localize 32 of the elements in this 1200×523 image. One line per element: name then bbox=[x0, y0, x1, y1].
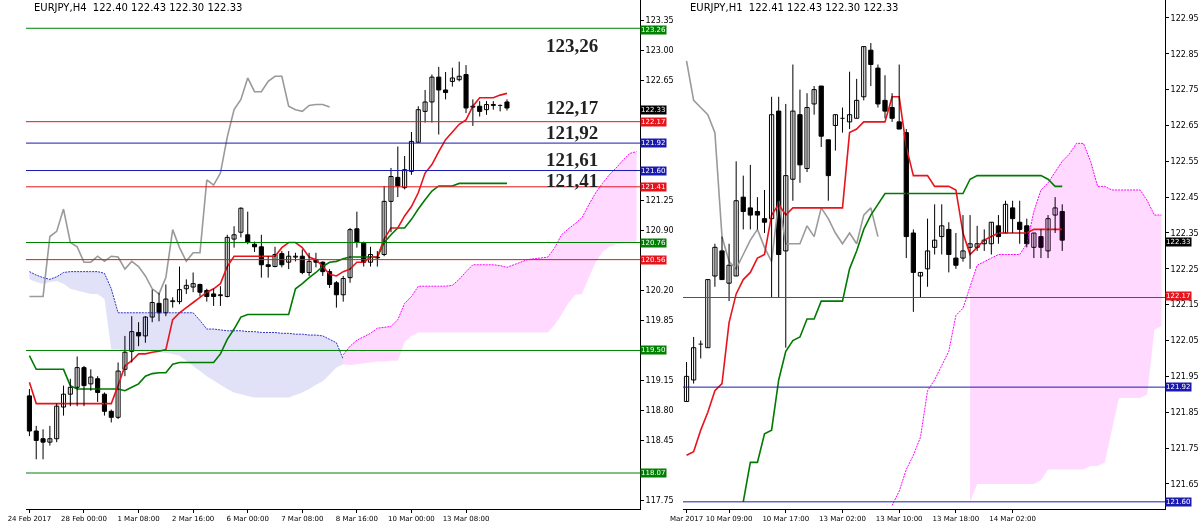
y-tick-label: 121.75 bbox=[1170, 443, 1199, 453]
y-tick-label: 121.95 bbox=[1170, 372, 1199, 382]
y-tick-label: 122.95 bbox=[1170, 13, 1199, 23]
annotation: 121,92 bbox=[546, 122, 599, 143]
chart-title: EURJPY,H1 122.41 122.43 122.30 122.33 bbox=[690, 2, 899, 13]
annotation: 121,61 bbox=[546, 149, 599, 170]
y-tick-label: 122.75 bbox=[1170, 85, 1199, 95]
y-tick-label: 121.65 bbox=[1170, 479, 1199, 489]
y-tick-label: 117.75 bbox=[645, 496, 674, 506]
y-tick-label: 122.85 bbox=[1170, 49, 1199, 59]
y-tick-label: 118.45 bbox=[645, 436, 674, 446]
y-tick-label: 120.20 bbox=[645, 286, 674, 296]
y-tick-label: 122.15 bbox=[1170, 300, 1199, 310]
y-tick-label: 122.45 bbox=[1170, 192, 1199, 202]
annotation: 122,17 bbox=[546, 97, 599, 118]
y-tick-label: 122.65 bbox=[1170, 121, 1199, 131]
y-tick-label: 119.15 bbox=[645, 376, 674, 386]
y-tick-label: 121.85 bbox=[1170, 408, 1199, 418]
y-tick-label: 122.55 bbox=[1170, 157, 1199, 167]
y-tick-label: 122.05 bbox=[1170, 336, 1199, 346]
annotation: 123,26 bbox=[546, 35, 599, 56]
chart-title: EURJPY,H4 122.40 122.43 122.30 122.33 bbox=[34, 2, 243, 13]
y-tick-label: 123.35 bbox=[645, 16, 674, 26]
y-tick-label: 119.85 bbox=[645, 316, 674, 326]
annotation: 121,41 bbox=[546, 170, 599, 191]
y-tick-label: 118.80 bbox=[645, 406, 674, 416]
y-tick-label: 123.00 bbox=[645, 46, 674, 56]
y-tick-label: 120.90 bbox=[645, 226, 674, 236]
y-tick-label: 122.25 bbox=[1170, 264, 1199, 274]
y-tick-label: 122.35 bbox=[1170, 228, 1199, 238]
y-tick-label: 122.65 bbox=[645, 76, 674, 86]
y-tick-label: 121.25 bbox=[645, 196, 674, 206]
